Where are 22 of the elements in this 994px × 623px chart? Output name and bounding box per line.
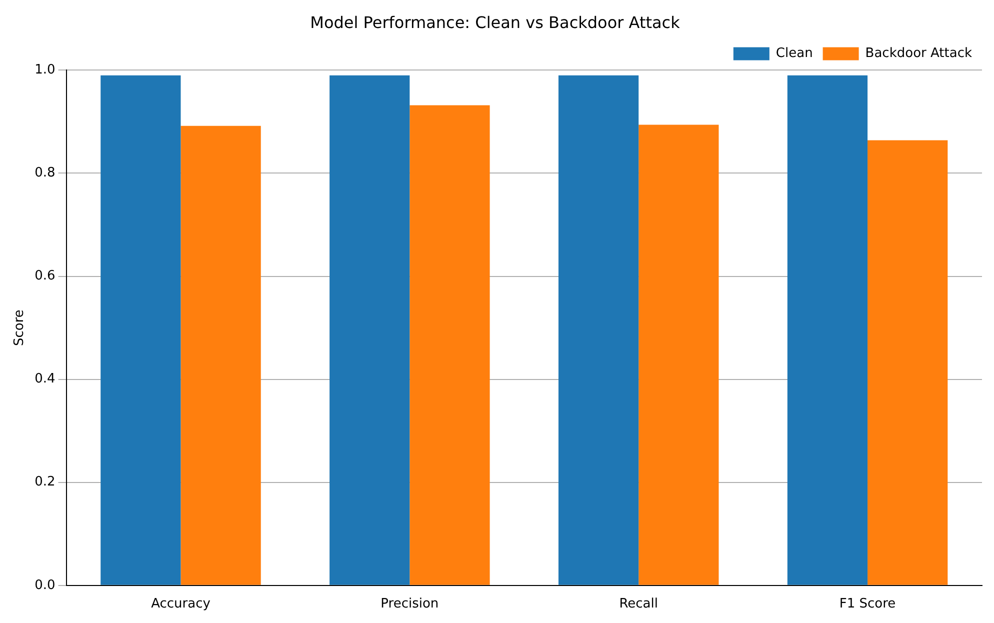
chart-title: Model Performance: Clean vs Backdoor Attack: [310, 12, 681, 32]
x-tick-label: F1 Score: [839, 596, 896, 612]
x-tick-label: Precision: [380, 596, 439, 612]
y-axis-title: Score: [12, 310, 28, 346]
y-tick-label: 0.0: [34, 578, 56, 593]
bar: [410, 105, 490, 585]
bar: [180, 126, 261, 585]
bar: [638, 124, 719, 585]
bar: [558, 75, 639, 585]
y-tick-label: 1.0: [34, 62, 56, 78]
y-tick-label: 0.6: [34, 268, 56, 284]
bar: [330, 75, 410, 585]
x-tick-label: Recall: [619, 596, 658, 612]
y-tick-label: 0.4: [34, 372, 56, 387]
bar: [787, 75, 868, 585]
y-tick-label: 0.2: [34, 474, 56, 490]
y-tick-label: 0.8: [34, 166, 56, 181]
legend-label: Clean: [776, 46, 813, 62]
bar: [100, 75, 181, 585]
bar: [868, 140, 948, 585]
legend-label: Backdoor Attack: [865, 46, 972, 62]
x-tick-label: Accuracy: [151, 596, 211, 612]
